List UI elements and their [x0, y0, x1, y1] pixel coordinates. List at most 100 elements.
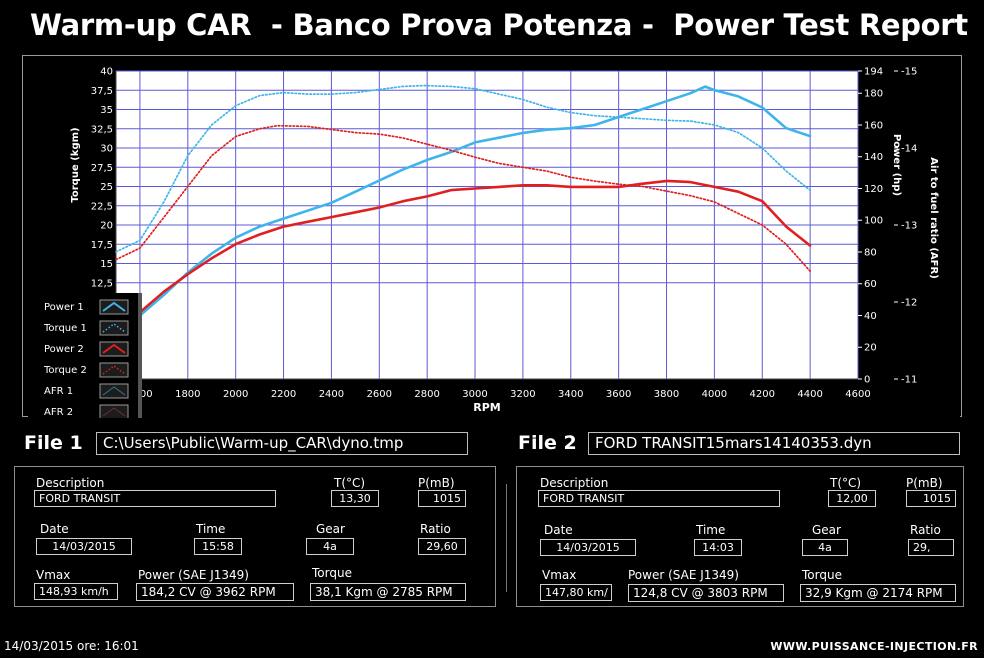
- file2-title: File 2: [518, 432, 577, 454]
- file1-vmax-label: Vmax: [36, 568, 71, 582]
- afr-tick-label: -15: [901, 67, 917, 78]
- legend-marker: [102, 365, 126, 375]
- file2-time-label: Time: [696, 523, 726, 537]
- torque-tick-label: 40: [100, 67, 113, 78]
- x-tick-label: 3000: [462, 389, 487, 400]
- torque-tick-label: 12,5: [91, 278, 113, 289]
- file2-vmax-field[interactable]: 147,80 km/: [540, 584, 612, 601]
- torque-tick-label: 35: [100, 105, 113, 116]
- file1-description-label: Description: [36, 476, 105, 490]
- file2-description-field[interactable]: FORD TRANSIT: [538, 490, 780, 507]
- file2-pressure-field[interactable]: 1015: [906, 490, 956, 507]
- power-tick-label: 80: [864, 247, 877, 258]
- power-tick-label: 120: [864, 184, 883, 195]
- file2-temp-field[interactable]: 12,00: [828, 490, 876, 507]
- legend-label: AFR 2: [44, 407, 73, 418]
- torque-tick-label: 37,5: [91, 86, 113, 97]
- x-tick-label: 2400: [319, 389, 344, 400]
- legend-label: AFR 1: [44, 386, 73, 397]
- file1-power-label: Power (SAE J1349): [138, 568, 249, 582]
- series-torque-1: [115, 84, 811, 253]
- file1-ratio-field[interactable]: 29,60: [418, 538, 466, 555]
- panel-divider: [506, 484, 507, 592]
- torque-axis-title: Torque (kgm): [70, 127, 81, 202]
- legend-marker: [102, 301, 126, 312]
- file2-pressure-label: P(mB): [906, 476, 943, 490]
- afr-axis-title: Air to fuel ratio (AFR): [928, 157, 939, 279]
- file2-gear-field[interactable]: 4a: [802, 539, 848, 556]
- legend-marker: [102, 343, 126, 354]
- file2-power-field[interactable]: 124,8 CV @ 3803 RPM: [628, 584, 784, 602]
- legend-marker: [102, 323, 126, 333]
- power-axis-title: Power (hp): [891, 134, 902, 196]
- report-title: Warm-up CAR - Banco Prova Potenza - Powe…: [30, 8, 968, 42]
- x-tick-label: 3200: [510, 389, 535, 400]
- x-tick-label: 2200: [271, 389, 296, 400]
- legend-swatch: [99, 299, 129, 315]
- x-tick-label: 4400: [797, 389, 822, 400]
- legend-label: Torque 2: [43, 365, 87, 376]
- file1-pressure-label: P(mB): [418, 476, 455, 490]
- power-tick-label: 100: [864, 216, 883, 227]
- file2-torque-field[interactable]: 32,9 Kgm @ 2174 RPM: [800, 584, 956, 602]
- file2-date-field[interactable]: 14/03/2015: [540, 539, 636, 556]
- series-power-1: [114, 85, 812, 328]
- file1-pressure-field[interactable]: 1015: [418, 490, 466, 507]
- torque-tick-label: 17,5: [91, 240, 113, 251]
- file1-torque-field[interactable]: 38,1 Kgm @ 2785 RPM: [310, 583, 466, 601]
- torque-tick-label: 32,5: [91, 124, 113, 135]
- series-power-2: [114, 179, 812, 327]
- file2-temp-label: T(°C): [830, 476, 862, 490]
- file1-ratio-label: Ratio: [420, 522, 451, 536]
- series-torque-2: [115, 124, 811, 273]
- legend-swatch: [99, 320, 129, 336]
- torque-tick-label: 27,5: [91, 163, 113, 174]
- footer-website[interactable]: WWW.PUISSANCE-INJECTION.FR: [770, 640, 978, 653]
- file1-description-field[interactable]: FORD TRANSIT: [34, 490, 276, 507]
- legend-swatch: [99, 362, 129, 378]
- torque-tick-label: 30: [100, 144, 113, 155]
- file1-gear-field[interactable]: 4a: [306, 538, 354, 555]
- x-tick-label: 3800: [654, 389, 679, 400]
- file2-date-label: Date: [544, 523, 573, 537]
- afr-tick-label: -12: [901, 298, 917, 309]
- x-tick-label: 1800: [175, 389, 200, 400]
- dyno-chart: 1600180020002200240026002800300032003400…: [28, 60, 960, 418]
- file2-path-field[interactable]: FORD TRANSIT15mars14140353.dyn: [588, 432, 960, 455]
- file1-path-field[interactable]: C:\Users\Public\Warm-up_CAR\dyno.tmp: [96, 432, 468, 455]
- file2-torque-label: Torque: [802, 568, 842, 582]
- x-tick-label: 2800: [414, 389, 439, 400]
- file1-vmax-field[interactable]: 148,93 km/h: [34, 583, 118, 600]
- file1-temp-label: T(°C): [334, 476, 366, 490]
- legend-scrollbar: [138, 293, 142, 418]
- legend-swatch: [99, 341, 129, 357]
- file1-time-label: Time: [196, 522, 226, 536]
- file1-power-field[interactable]: 184,2 CV @ 3962 RPM: [136, 583, 294, 601]
- legend-marker: [102, 407, 126, 417]
- afr-tick-label: -11: [901, 375, 917, 386]
- x-tick-label: 3600: [606, 389, 631, 400]
- file2-vmax-label: Vmax: [542, 568, 577, 582]
- torque-tick-label: 25: [100, 182, 113, 193]
- footer-datetime: 14/03/2015 ore: 16:01: [4, 639, 139, 653]
- power-tick-label: 60: [864, 279, 877, 290]
- file1-gear-label: Gear: [316, 522, 345, 536]
- file2-description-label: Description: [540, 476, 609, 490]
- x-tick-label: 3400: [558, 389, 583, 400]
- file2-power-label: Power (SAE J1349): [628, 568, 739, 582]
- afr-tick-label: -14: [901, 144, 917, 155]
- power-tick-label: 194: [864, 67, 883, 78]
- x-tick-label: 4200: [750, 389, 775, 400]
- x-tick-label: 2600: [367, 389, 392, 400]
- file1-title: File 1: [24, 432, 83, 454]
- power-tick-label: 140: [864, 152, 883, 163]
- file2-time-field[interactable]: 14:03: [694, 539, 742, 556]
- file1-date-field[interactable]: 14/03/2015: [36, 538, 132, 555]
- file1-time-field[interactable]: 15:58: [194, 538, 242, 555]
- file2-panel: [516, 466, 964, 607]
- file1-date-label: Date: [40, 522, 69, 536]
- torque-tick-label: 15: [100, 259, 113, 270]
- power-tick-label: 0: [864, 375, 870, 386]
- file1-temp-field[interactable]: 13,30: [331, 490, 379, 507]
- file2-ratio-field[interactable]: 29,: [908, 539, 954, 556]
